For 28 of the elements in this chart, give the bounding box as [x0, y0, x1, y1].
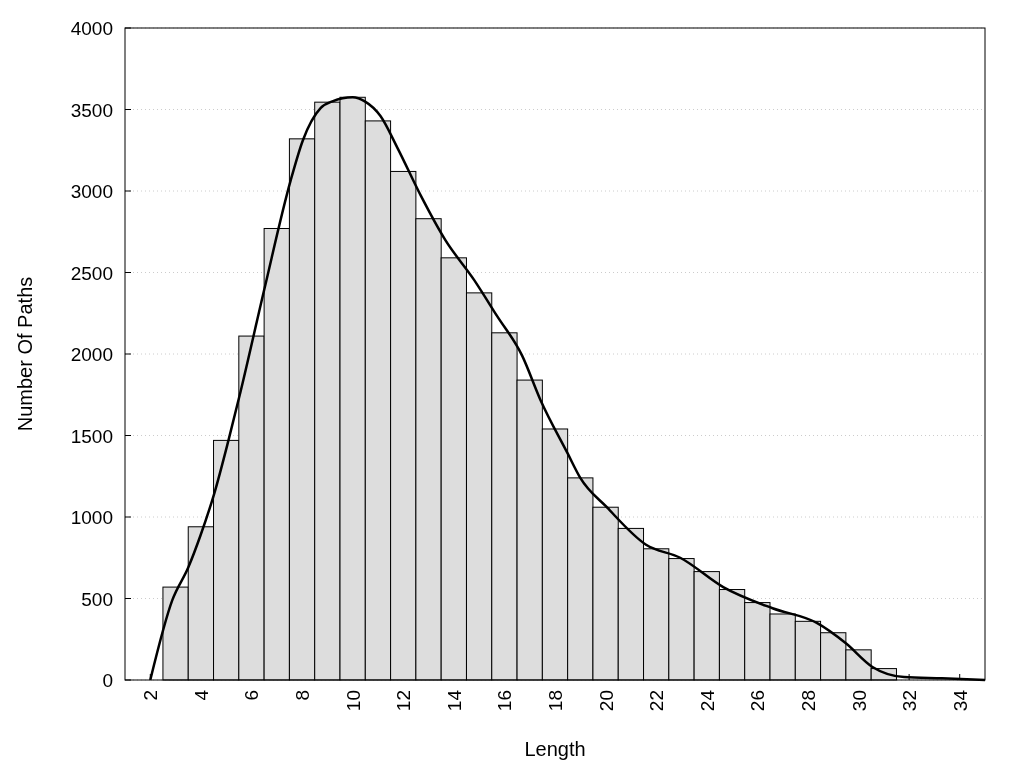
y-tick-label: 0	[102, 670, 113, 691]
x-tick-label: 34	[949, 689, 971, 712]
y-tick-label: 1500	[70, 425, 113, 447]
x-tick-label: 12	[393, 690, 415, 712]
y-tick-label: 3500	[70, 99, 113, 121]
x-tick-label: 16	[494, 690, 516, 712]
x-tick-label: 14	[443, 689, 465, 712]
y-axis-title: Number Of Paths	[14, 276, 36, 432]
x-tick-label: 30	[848, 690, 870, 712]
x-tick-label: 22	[646, 690, 668, 712]
x-tick-label: 6	[241, 690, 263, 701]
y-tick-label: 3000	[70, 181, 113, 202]
x-axis-title: Length	[524, 738, 586, 760]
x-tick-label: 4	[190, 689, 212, 701]
y-tick-label: 2000	[70, 344, 113, 365]
x-tick-label: 10	[342, 690, 364, 712]
y-tick-label: 2500	[70, 262, 113, 284]
x-tick-label: 2	[140, 690, 162, 701]
x-tick-label: 32	[899, 690, 921, 712]
y-tick-label: 4000	[70, 18, 113, 39]
x-tick-label: 20	[595, 690, 617, 712]
x-tick-label: 28	[797, 690, 819, 712]
x-tick-label: 26	[747, 690, 769, 712]
y-tick-label: 500	[81, 588, 113, 610]
x-tick-label: 8	[292, 690, 314, 701]
x-tick-label: 24	[696, 689, 718, 712]
y-tick-label: 1000	[70, 507, 113, 528]
x-tick-label: 18	[545, 690, 566, 712]
